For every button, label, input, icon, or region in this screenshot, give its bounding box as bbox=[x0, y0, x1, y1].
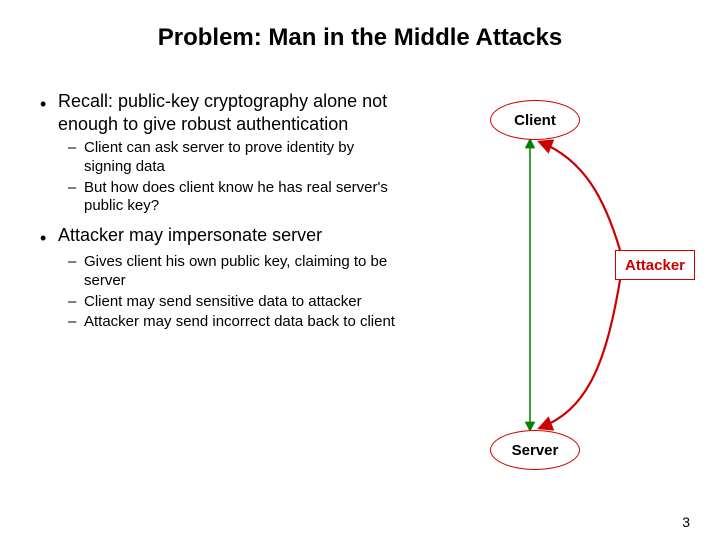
bullet-1: • Recall: public-key cryptography alone … bbox=[40, 90, 400, 135]
bullet-1-sub-1: – Client can ask server to prove identit… bbox=[68, 139, 400, 177]
dash-icon: – bbox=[68, 313, 84, 330]
bullet-1-sub-1-text: Client can ask server to prove identity … bbox=[84, 139, 400, 177]
slide-title: Problem: Man in the Middle Attacks bbox=[0, 24, 720, 52]
bullet-dot-icon: • bbox=[40, 224, 58, 249]
mitm-diagram: Client Attacker Server bbox=[420, 90, 700, 510]
attacker-node: Attacker bbox=[615, 250, 695, 280]
bullet-1-text: Recall: public-key cryptography alone no… bbox=[58, 90, 400, 135]
bullet-2-text: Attacker may impersonate server bbox=[58, 224, 400, 247]
bullet-2-sub-3: – Attacker may send incorrect data back … bbox=[68, 313, 400, 332]
dash-icon: – bbox=[68, 253, 84, 270]
dash-icon: – bbox=[68, 179, 84, 196]
dash-icon: – bbox=[68, 139, 84, 156]
bullet-1-sub-2-text: But how does client know he has real ser… bbox=[84, 179, 400, 217]
client-node: Client bbox=[490, 100, 580, 140]
bullet-2-sub-1: – Gives client his own public key, claim… bbox=[68, 253, 400, 291]
bullet-dot-icon: • bbox=[40, 90, 58, 115]
bullet-2: • Attacker may impersonate server bbox=[40, 224, 400, 249]
server-node: Server bbox=[490, 430, 580, 470]
bullet-content: • Recall: public-key cryptography alone … bbox=[40, 90, 400, 334]
bullet-2-sub-3-text: Attacker may send incorrect data back to… bbox=[84, 313, 400, 332]
dash-icon: – bbox=[68, 293, 84, 310]
bullet-2-sub-2-text: Client may send sensitive data to attack… bbox=[84, 293, 400, 312]
page-number: 3 bbox=[682, 514, 690, 530]
bullet-2-sub-2: – Client may send sensitive data to atta… bbox=[68, 293, 400, 312]
bullet-1-sub-2: – But how does client know he has real s… bbox=[68, 179, 400, 217]
bullet-2-sub-1-text: Gives client his own public key, claimin… bbox=[84, 253, 400, 291]
